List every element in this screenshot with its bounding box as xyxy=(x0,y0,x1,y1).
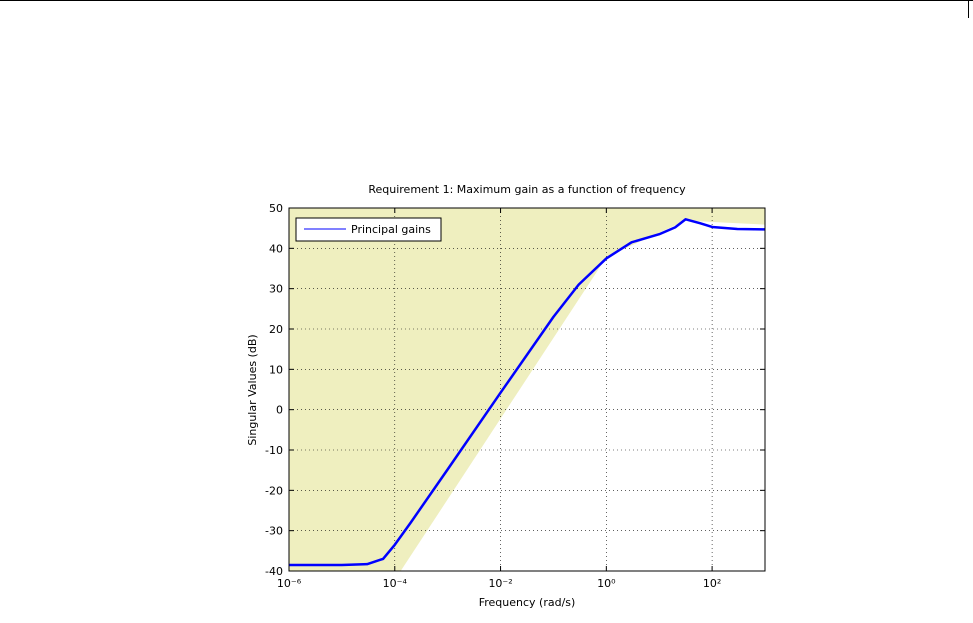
bound-region xyxy=(289,208,765,571)
x-tick-label: 10⁻² xyxy=(488,577,512,590)
y-axis-label: Singular Values (dB) xyxy=(246,334,259,445)
y-tick-label: 50 xyxy=(269,202,283,215)
y-tick-label: 30 xyxy=(269,283,283,296)
y-tick-label: 10 xyxy=(269,363,283,376)
x-tick-label: 10⁻⁶ xyxy=(277,577,302,590)
chart-title: Requirement 1: Maximum gain as a functio… xyxy=(368,183,686,196)
y-tick-label: -10 xyxy=(265,444,283,457)
y-tick-label: 0 xyxy=(276,404,283,417)
x-tick-label: 10⁻⁴ xyxy=(383,577,408,590)
x-tick-label: 10² xyxy=(703,577,721,590)
legend-label: Principal gains xyxy=(351,223,431,236)
x-tick-label: 10⁰ xyxy=(597,577,616,590)
legend-box xyxy=(295,217,442,242)
y-tick-label: -30 xyxy=(265,525,283,538)
x-axis-label: Frequency (rad/s) xyxy=(479,596,576,609)
axes-box xyxy=(288,207,766,572)
bound-edge xyxy=(399,219,766,572)
plot-content xyxy=(288,207,766,572)
y-tick-label: -40 xyxy=(265,565,283,578)
y-tick-label: -20 xyxy=(265,484,283,497)
y-tick-label: 20 xyxy=(269,323,283,336)
y-tick-label: 40 xyxy=(269,242,283,255)
data-line xyxy=(289,218,766,567)
